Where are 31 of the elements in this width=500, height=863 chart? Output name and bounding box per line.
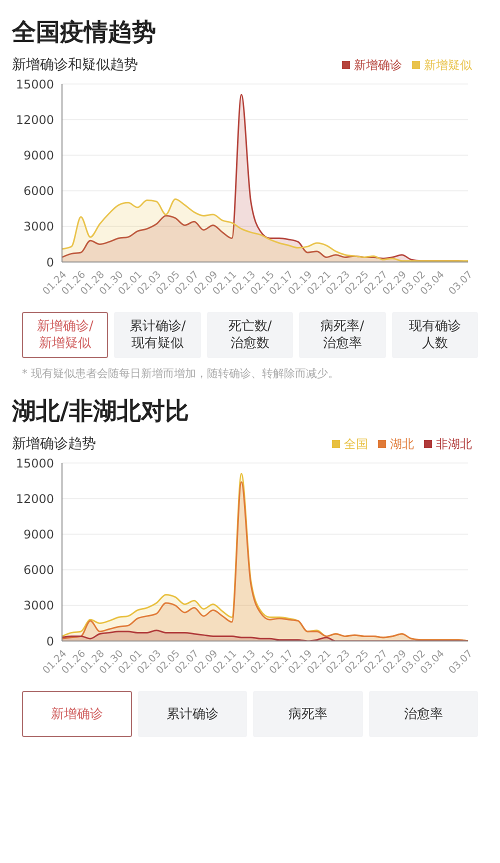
y-tick-label: 9000 — [23, 148, 54, 162]
tab-button: 累计确诊/现有疑似 — [114, 312, 201, 358]
chart-title: 湖北/非湖北对比 — [10, 396, 190, 427]
y-tick-label: 9000 — [23, 527, 54, 542]
y-tick-label: 3000 — [23, 220, 54, 234]
legend-label: 非湖北 — [435, 436, 472, 452]
tab-button: 病死率/治愈率 — [299, 312, 386, 358]
y-tick-label: 0 — [46, 634, 54, 648]
y-tick-label: 15000 — [16, 77, 54, 92]
tab-button: 累计确诊 — [138, 691, 247, 737]
legend-label: 新增疑似 — [423, 56, 472, 74]
tab-button: 治愈率 — [368, 691, 478, 737]
y-tick-label: 6000 — [23, 563, 54, 578]
chart-subtitle: 新增确诊趋势 — [12, 435, 96, 453]
y-tick-label: 6000 — [23, 184, 54, 198]
chart-title: 全国疫情趋势 — [10, 17, 157, 48]
legend-label: 湖北 — [389, 436, 414, 452]
tab-button: 新增确诊/新增疑似 — [22, 312, 108, 358]
y-tick-label: 0 — [46, 255, 54, 270]
y-tick-label: 12000 — [16, 112, 54, 127]
y-tick-label: 12000 — [16, 492, 54, 506]
legend-label: 全国 — [343, 436, 368, 452]
tab-button: 病死率 — [253, 691, 362, 737]
tab-button: 新增确诊 — [22, 691, 132, 737]
tab-button: 现有确诊人数 — [392, 312, 478, 358]
chart-subtitle: 新增确诊和疑似趋势 — [12, 56, 138, 74]
tab-button: 死亡数/治愈数 — [206, 312, 294, 358]
y-tick-label: 15000 — [16, 456, 54, 470]
text: * 现有疑似患者会随每日新增而增加，随转确诊、转解除而减少。 — [22, 366, 340, 381]
legend-label: 新增确诊 — [353, 56, 402, 74]
y-tick-label: 3000 — [23, 598, 54, 613]
